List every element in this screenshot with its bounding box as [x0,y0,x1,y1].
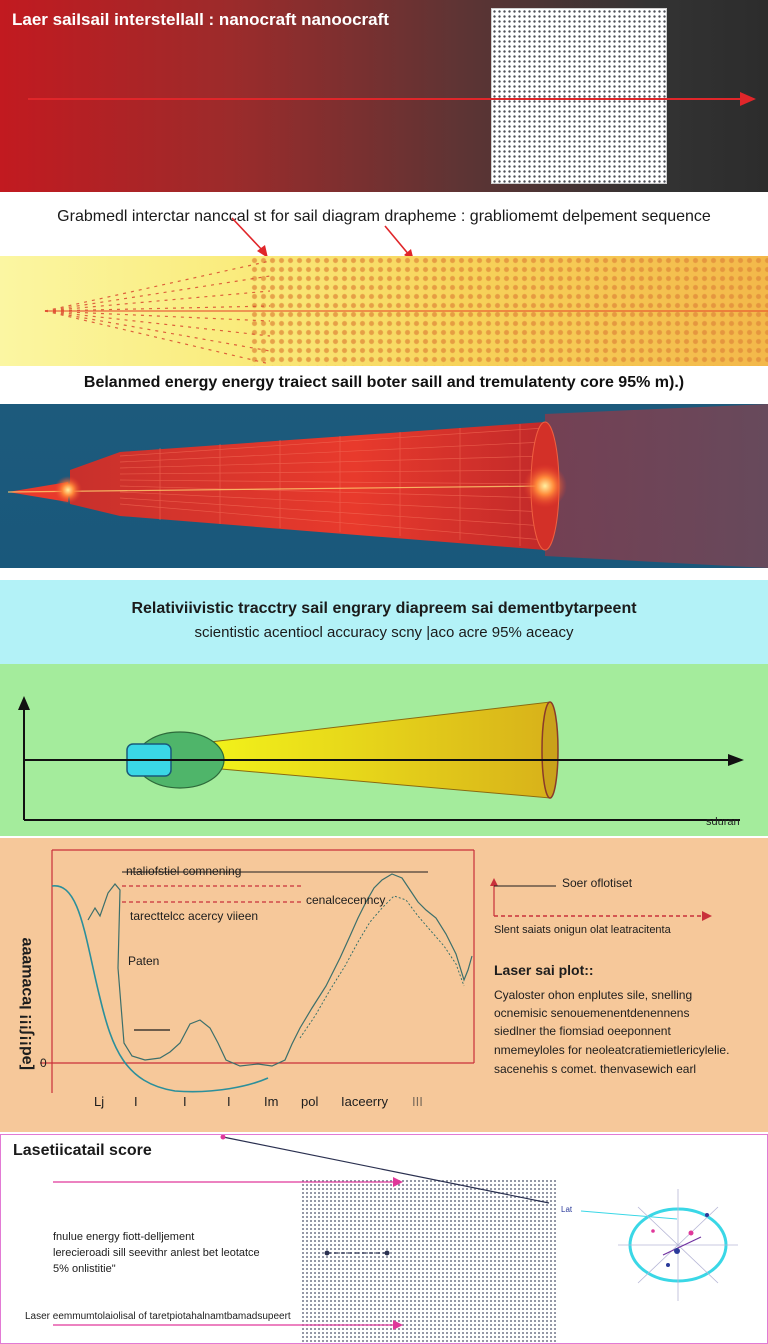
x-axis-label: sduran [706,816,740,828]
hero-title: Laer saiIsail interstellall : nanocraft … [12,10,389,29]
banner-line-2: scientistic acentiocl accuracy scny |aco… [194,624,574,641]
x-tick: I [134,1094,138,1109]
legend-entry-1: ntaliofstiel comnening [126,864,242,878]
right-legend-1: Soer oflotiset [562,876,633,890]
laser-sail-score-panel: Lasetiicatail score Lat fnulue energy fi… [0,1134,768,1344]
banner-line-1: Relativiivistic tracctry sail engrary di… [131,600,637,617]
sail-cone-diagram [18,696,744,821]
x-tick: I [227,1094,231,1109]
trajectory-plot [40,849,712,1093]
laser-beam-arrow [28,92,756,106]
plot-text-line: nmemeyloles for neoleatcratiemietlericyl… [494,1043,730,1057]
deployment-fan-lines [44,260,768,365]
relativistic-trajectory-banner: Relativiivistic tracctry sail engrary di… [0,580,768,664]
x-tick: Lj [94,1094,105,1109]
x-tick: Im [264,1094,279,1109]
y-axis-label: [əd!!ʃ!!! lɐɔɐɯɐɐɐ [18,937,35,1070]
x-tick: pol [301,1094,319,1109]
right-legend-2: Slent saiats onigun olat leatracitenta [494,924,671,936]
plot-text-line: Cyaloster ohon enplutes sile, snelling [494,988,693,1002]
plot-text-line: siedlner the fiomsiad oeeponnent [494,1024,671,1038]
energy-beam-illustration [7,404,768,568]
beamed-energy-cylinder-panel [0,404,768,568]
deployment-caption: Grabmedl interctar nanccal st for sail d… [57,208,711,225]
legend-entry-3: tarecttelcc acercy viieen [130,909,259,923]
score-text-line: fnulue energy fiott-delljement [53,1231,195,1243]
beamed-energy-caption: Belanmed energy energy traiect saill bot… [83,374,685,391]
plot-text-line: ocnemisic senouemenentdenennens [494,1006,690,1020]
sail-cone-axes-panel: sduran [0,664,768,836]
legend-entry-2: cenalcecenncy [306,893,386,907]
score-text-line: 5% onlistitie" [53,1263,116,1275]
plot-heading: Laser sai plot:: [494,962,594,978]
sail-mesh-grid [491,8,667,184]
score-diagram [53,1135,738,1330]
x-tick: III [412,1094,423,1109]
y-zero-tick: 0 [40,1056,47,1070]
score-footer: Laser eemmumtolaiolisal of taretpiotahal… [25,1311,291,1322]
laser-sail-plot-panel: [əd!!ʃ!!! lɐɔɐɯɐɐɐ 0 ntaliofstiel comnen… [0,838,768,1132]
x-tick: Iaceerry [341,1094,388,1109]
plot-text-line: sacenehis s comet. thenvasewich earl [494,1062,697,1076]
lens-label: Lat [561,1205,573,1214]
x-tick: I [183,1094,187,1109]
plot-side-label: Paten [128,954,160,968]
sail-deployment-sequence-panel [0,256,768,366]
score-title: Lasetiicatail score [13,1142,152,1159]
laser-sail-hero-panel: Laer saiIsail interstellall : nanocraft … [0,0,768,192]
sail-dot-field [301,1179,556,1343]
score-text-line: lerecieroadi sill seevithr anlest bet le… [53,1247,260,1259]
